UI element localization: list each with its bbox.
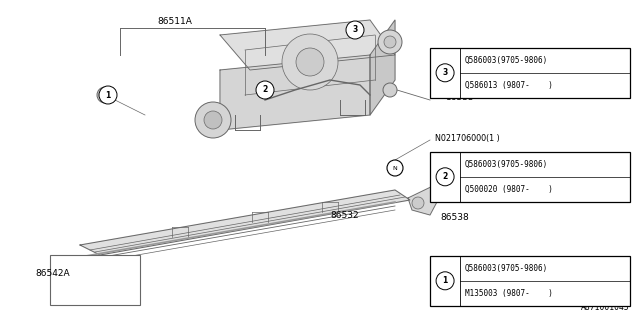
Text: N: N xyxy=(392,165,397,171)
Circle shape xyxy=(99,86,117,104)
Text: N021706000(1 ): N021706000(1 ) xyxy=(435,133,500,142)
Circle shape xyxy=(384,36,396,48)
Circle shape xyxy=(282,34,338,90)
Text: Q586003(9705-9806): Q586003(9705-9806) xyxy=(465,56,548,65)
Text: 2: 2 xyxy=(442,172,448,181)
Text: 86535: 86535 xyxy=(445,93,474,102)
Text: A871001045: A871001045 xyxy=(581,303,630,312)
FancyBboxPatch shape xyxy=(430,256,630,306)
Circle shape xyxy=(436,168,454,186)
FancyBboxPatch shape xyxy=(430,152,630,202)
Text: Q500020 (9807-    ): Q500020 (9807- ) xyxy=(465,185,553,194)
Text: Q586003(9705-9806): Q586003(9705-9806) xyxy=(465,160,548,169)
Circle shape xyxy=(378,30,402,54)
Text: 3: 3 xyxy=(442,68,448,77)
FancyBboxPatch shape xyxy=(50,255,140,305)
Text: 86511A: 86511A xyxy=(157,18,193,27)
Circle shape xyxy=(436,272,454,290)
Circle shape xyxy=(387,160,403,176)
Text: 86538: 86538 xyxy=(440,213,468,222)
Circle shape xyxy=(204,111,222,129)
Circle shape xyxy=(412,197,424,209)
Polygon shape xyxy=(220,20,395,70)
Text: 86542A: 86542A xyxy=(35,268,70,277)
FancyBboxPatch shape xyxy=(430,48,630,98)
Circle shape xyxy=(97,87,113,103)
Polygon shape xyxy=(370,20,395,115)
Text: 2: 2 xyxy=(262,85,268,94)
Circle shape xyxy=(436,64,454,82)
Polygon shape xyxy=(80,190,410,255)
Circle shape xyxy=(346,21,364,39)
Circle shape xyxy=(383,83,397,97)
Circle shape xyxy=(296,48,324,76)
Circle shape xyxy=(195,102,231,138)
Circle shape xyxy=(256,81,274,99)
Text: 1: 1 xyxy=(442,276,448,285)
Text: M135003 (9807-    ): M135003 (9807- ) xyxy=(465,289,553,298)
Polygon shape xyxy=(220,55,370,130)
Text: 3: 3 xyxy=(353,26,358,35)
Text: 1: 1 xyxy=(106,91,111,100)
Text: Q586003(9705-9806): Q586003(9705-9806) xyxy=(465,264,548,273)
Polygon shape xyxy=(408,185,438,215)
Text: 86532: 86532 xyxy=(330,211,358,220)
Text: Q586013 (9807-    ): Q586013 (9807- ) xyxy=(465,81,553,90)
